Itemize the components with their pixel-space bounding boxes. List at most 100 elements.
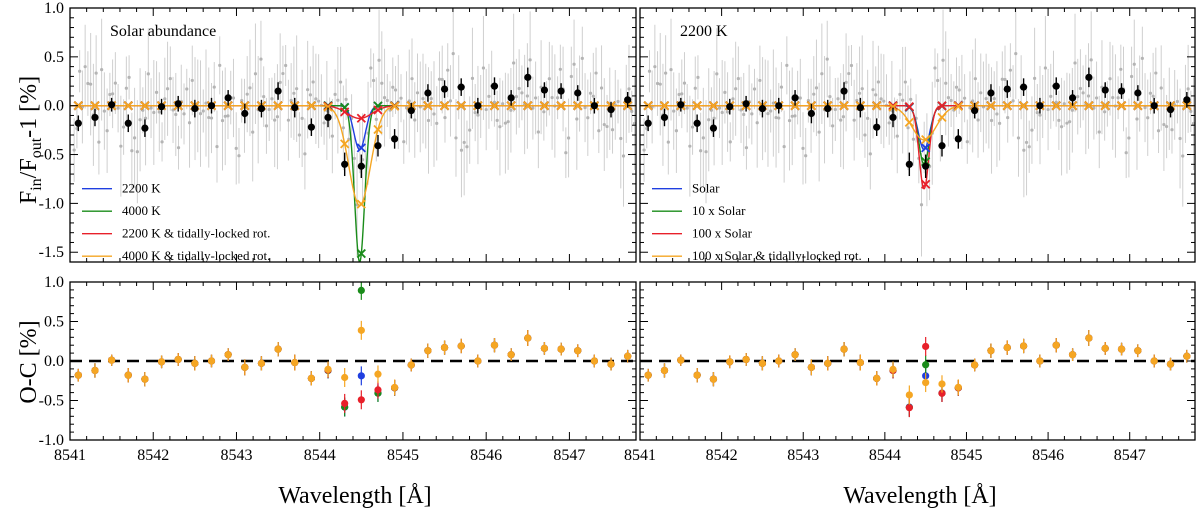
cross-stroke xyxy=(921,179,931,189)
y-label-sub-out: out xyxy=(28,137,45,158)
residual-point xyxy=(357,286,365,295)
unbinned-point xyxy=(374,117,378,121)
unbinned-point xyxy=(89,82,93,86)
model-point-red xyxy=(904,101,914,112)
binned-data-tl xyxy=(74,67,632,178)
unbinned-point xyxy=(630,109,634,114)
residual-point xyxy=(357,326,365,334)
binned-point xyxy=(840,87,848,95)
cross-stroke xyxy=(140,101,150,111)
cross-stroke xyxy=(573,101,583,111)
unbinned-point xyxy=(949,98,953,103)
unbinned-point xyxy=(911,137,916,141)
unbinned-point xyxy=(443,115,447,120)
residual-point xyxy=(1036,357,1044,365)
x-tick-label: 8541 xyxy=(54,447,86,464)
unbinned-point xyxy=(223,114,227,118)
unbinned-point xyxy=(1129,74,1134,79)
binned-point xyxy=(374,142,382,150)
unbinned-point xyxy=(207,115,211,120)
model-point-red xyxy=(888,101,898,111)
legend-label: 4000 K & tidally-locked rot. xyxy=(122,248,270,263)
unbinned-point xyxy=(1156,129,1161,133)
unbinned-point xyxy=(855,98,859,103)
residual-point xyxy=(257,359,266,367)
model-point-red xyxy=(373,105,383,115)
unbinned-point xyxy=(218,63,222,67)
unbinned-point xyxy=(1033,76,1037,80)
y-label-sub-in: in xyxy=(28,178,45,190)
unbinned-point xyxy=(647,69,652,73)
unbinned-point xyxy=(594,71,598,75)
unbinned-point xyxy=(473,110,477,115)
cross-stroke xyxy=(556,101,566,111)
y-label-end: -1 [%] xyxy=(16,76,42,138)
unbinned-point xyxy=(1191,121,1195,126)
residual-point xyxy=(807,363,815,371)
unbinned-point xyxy=(965,140,969,144)
unbinned-point xyxy=(1181,154,1185,158)
unbinned-point xyxy=(124,86,128,90)
binned-point xyxy=(91,113,99,122)
unbinned-point xyxy=(264,124,269,128)
residual-point xyxy=(357,372,365,380)
binned-point xyxy=(1020,83,1028,91)
unbinned-point xyxy=(1170,128,1174,132)
unbinned-point xyxy=(468,128,472,132)
unbinned-point xyxy=(1073,61,1077,65)
residual-point xyxy=(1134,347,1142,355)
unbinned-point xyxy=(308,93,312,97)
unbinned-point xyxy=(215,144,219,149)
model-point-orange xyxy=(692,101,702,111)
residual-point xyxy=(1166,360,1175,368)
unbinned-point xyxy=(542,110,546,114)
unbinned-point xyxy=(627,87,631,91)
unbinned-point xyxy=(300,116,304,120)
unbinned-point xyxy=(512,61,516,65)
residual-point xyxy=(457,342,465,350)
unbinned-point xyxy=(330,134,334,138)
unbinned-point xyxy=(728,140,732,144)
model-point-orange xyxy=(356,199,366,209)
unbinned-point xyxy=(292,91,296,95)
residual-point xyxy=(474,357,482,365)
unbinned-point xyxy=(399,96,403,100)
binned-point xyxy=(291,104,299,112)
unbinned-point xyxy=(451,52,455,56)
cross-stroke xyxy=(456,101,466,111)
unbinned-point xyxy=(525,94,529,98)
unbinned-point xyxy=(100,68,104,72)
residual-point xyxy=(1003,343,1011,352)
unbinned-point xyxy=(903,80,907,84)
unbinned-point xyxy=(674,129,679,133)
cross-stroke xyxy=(123,101,133,111)
cross-stroke xyxy=(1116,101,1127,111)
binned-point xyxy=(1003,85,1011,93)
binned-point xyxy=(938,142,946,150)
unbinned-point xyxy=(415,91,420,95)
unbinned-point xyxy=(132,136,137,140)
unbinned-point xyxy=(1006,115,1010,120)
unbinned-point xyxy=(1065,121,1069,125)
binned-point xyxy=(74,119,82,127)
unbinned-point xyxy=(771,101,775,105)
unbinned-point xyxy=(1175,99,1179,104)
unbinned-point xyxy=(314,97,318,101)
binned-point xyxy=(257,105,266,113)
unbinned-point xyxy=(127,75,131,79)
model-point-orange xyxy=(439,101,450,111)
unbinned-point xyxy=(393,88,398,92)
unbinned-point xyxy=(1086,94,1091,98)
unbinned-point xyxy=(844,80,848,84)
binned-point xyxy=(889,113,897,122)
unbinned-point xyxy=(572,62,576,66)
unbinned-point xyxy=(297,133,301,137)
residual-point xyxy=(775,357,783,365)
model-line-orange xyxy=(640,104,1195,141)
unbinned-point xyxy=(465,145,469,149)
unbinned-point xyxy=(895,134,899,138)
unbinned-point xyxy=(275,115,280,119)
unbinned-point xyxy=(672,109,676,113)
model-point-orange xyxy=(306,101,317,111)
unbinned-point xyxy=(954,85,959,89)
